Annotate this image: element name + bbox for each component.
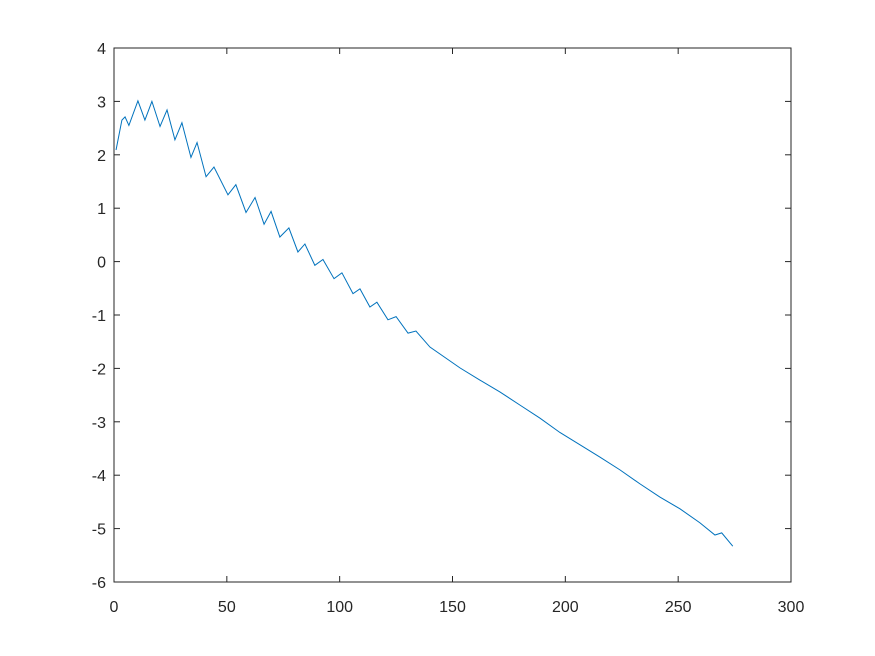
y-tick-label: -6 [92, 575, 106, 592]
y-tick-label: -5 [92, 522, 106, 539]
x-tick-label: 50 [218, 599, 236, 616]
plot-area [113, 47, 792, 583]
x-tick-label: 150 [439, 599, 466, 616]
y-tick-label: -3 [92, 415, 106, 432]
x-tick-label: 300 [778, 599, 805, 616]
x-tick-label: 200 [552, 599, 579, 616]
y-tick-label: 0 [97, 255, 106, 272]
y-tick-label: 1 [97, 201, 106, 218]
x-tick-label: 100 [326, 599, 353, 616]
x-tick-label: 0 [110, 599, 119, 616]
y-tick-label: -1 [92, 308, 106, 325]
y-tick-label: -4 [92, 468, 106, 485]
y-tick-label: 3 [97, 94, 106, 111]
y-tick-label: -2 [92, 361, 106, 378]
y-tick-label: 4 [97, 41, 106, 58]
data-line [115, 99, 734, 547]
x-tick-label: 250 [665, 599, 692, 616]
y-tick-label: 2 [97, 148, 106, 165]
